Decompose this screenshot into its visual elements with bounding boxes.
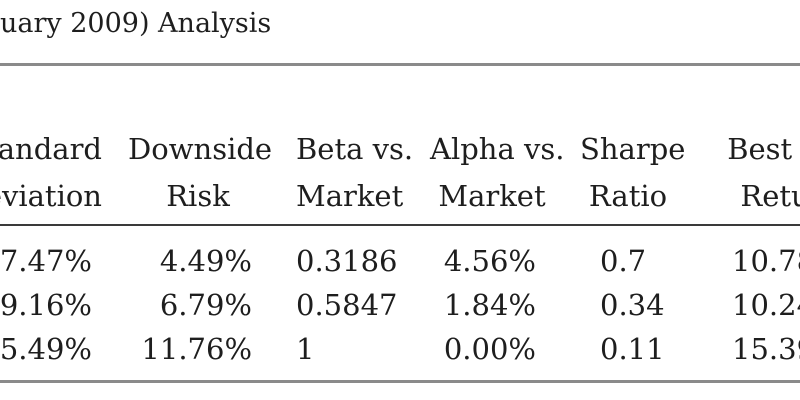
header-alpha-vs-market: Alpha vs. Market bbox=[430, 126, 565, 220]
header-line: Sharpe bbox=[580, 132, 686, 166]
table-cell-beta: 1 bbox=[296, 332, 315, 366]
table-cell-best-period-return: 10.24 bbox=[732, 288, 800, 322]
header-rule bbox=[0, 224, 800, 226]
header-line: Downside bbox=[128, 132, 273, 166]
header-line: Alpha vs. bbox=[430, 132, 565, 166]
header-line: eviation bbox=[0, 179, 102, 213]
table-cell-standard-deviation: 5.49% bbox=[0, 332, 92, 366]
table-cell-downside-risk: 11.76% bbox=[141, 332, 252, 366]
header-line: Best Pe bbox=[727, 132, 800, 166]
header-line: andard bbox=[0, 132, 102, 166]
table-title: uary 2009) Analysis bbox=[0, 8, 272, 39]
header-line: Market bbox=[296, 179, 404, 213]
header-line: Beta vs. bbox=[296, 132, 414, 166]
table-cell-sharpe: 0.34 bbox=[600, 288, 665, 322]
table-cell-alpha: 1.84% bbox=[443, 288, 536, 322]
table-cell-beta: 0.3186 bbox=[296, 244, 398, 278]
table-cell-sharpe: 0.7 bbox=[600, 244, 647, 278]
header-line: Market bbox=[438, 179, 546, 213]
header-standard-deviation: andard eviation bbox=[0, 126, 102, 220]
bottom-rule bbox=[0, 380, 800, 383]
header-beta-vs-market: Beta vs. Market bbox=[296, 126, 414, 220]
header-best-period-return: Best Pe Retur bbox=[702, 126, 800, 220]
table-cell-downside-risk: 4.49% bbox=[159, 244, 252, 278]
header-line: Retur bbox=[740, 179, 800, 213]
top-rule bbox=[0, 63, 800, 66]
table-cell-beta: 0.5847 bbox=[296, 288, 398, 322]
table-cell-standard-deviation: 7.47% bbox=[0, 244, 92, 278]
table-cell-best-period-return: 15.39 bbox=[732, 332, 800, 366]
header-downside-risk: Downside Risk bbox=[128, 126, 273, 220]
table-cell-sharpe: 0.11 bbox=[600, 332, 665, 366]
table-cell-alpha: 0.00% bbox=[443, 332, 536, 366]
table-cell-downside-risk: 6.79% bbox=[159, 288, 252, 322]
header-line: Ratio bbox=[588, 179, 668, 213]
table-cell-best-period-return: 10.78 bbox=[732, 244, 800, 278]
table-cell-alpha: 4.56% bbox=[443, 244, 536, 278]
table-cell-standard-deviation: 9.16% bbox=[0, 288, 92, 322]
header-sharpe-ratio: Sharpe Ratio bbox=[580, 126, 686, 220]
header-line: Risk bbox=[166, 179, 230, 213]
